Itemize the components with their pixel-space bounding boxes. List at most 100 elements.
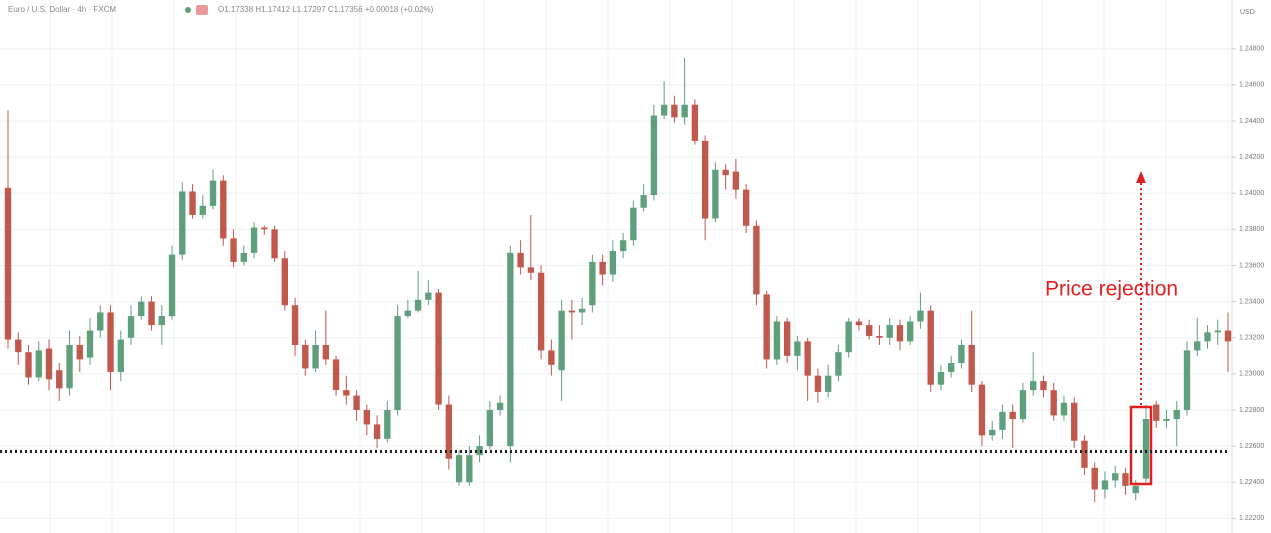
candle-body <box>548 350 555 365</box>
candle-body <box>291 305 299 345</box>
candle-body <box>876 335 883 338</box>
candle-body <box>794 341 801 356</box>
candle-body <box>1204 332 1211 342</box>
alert-icon <box>196 5 208 15</box>
candle-body <box>199 205 206 215</box>
candle-body <box>168 254 176 317</box>
candle-body <box>466 455 473 483</box>
candle-body <box>302 344 309 369</box>
candle-body <box>261 227 268 230</box>
candle-body <box>189 191 196 215</box>
candle-body <box>15 339 22 353</box>
y-tick-label: 1.23000 <box>1239 371 1264 378</box>
candle-body <box>127 316 135 338</box>
candle-body <box>989 429 996 436</box>
candle-body <box>1091 467 1098 490</box>
candle-body <box>209 180 217 206</box>
y-tick-label: 1.23400 <box>1239 298 1264 305</box>
candle-body <box>281 258 288 306</box>
candle-body <box>824 375 832 392</box>
candle-body <box>804 341 811 376</box>
y-tick-label: 1.22400 <box>1239 479 1264 486</box>
rejection-box <box>1129 405 1153 486</box>
candle-body <box>1112 473 1119 481</box>
candle-body <box>220 180 227 239</box>
currency-label: USD <box>1240 9 1255 16</box>
candle-body <box>343 390 350 396</box>
candle-body <box>1101 480 1109 490</box>
candle-body <box>363 409 371 425</box>
candle-body <box>1009 411 1016 420</box>
candle-body <box>1163 419 1170 421</box>
candle-body <box>1224 330 1232 342</box>
candle-body <box>496 402 504 410</box>
candle-body <box>107 312 114 373</box>
candle-body <box>322 344 329 360</box>
candle-body <box>332 359 340 391</box>
candle-body <box>537 272 545 351</box>
y-tick-label: 1.23600 <box>1239 262 1264 269</box>
y-tick-label: 1.23800 <box>1239 226 1264 233</box>
candle-body <box>1071 402 1078 441</box>
candle-body <box>527 267 535 273</box>
candle-body <box>865 325 873 336</box>
candle-body <box>958 344 965 364</box>
candle-body <box>722 169 729 176</box>
candle-body <box>886 325 893 338</box>
candle-body <box>763 294 770 360</box>
candle-body <box>753 225 760 295</box>
candle-body <box>435 292 442 405</box>
candle-body <box>589 261 596 306</box>
candle-body <box>1183 350 1191 410</box>
candle-body <box>445 404 453 459</box>
candle-body <box>35 350 42 378</box>
candle-body <box>978 384 986 436</box>
candle-body <box>312 344 319 369</box>
candle-body <box>732 171 740 190</box>
candle-body <box>353 395 360 410</box>
symbol-title: Euro / U.S. Dollar · 4h · FXCM <box>8 5 116 14</box>
y-tick-label: 1.24200 <box>1239 154 1264 161</box>
grid <box>0 0 1232 533</box>
candle-body <box>630 207 637 241</box>
candle-body <box>896 325 904 342</box>
candle-body <box>917 310 924 322</box>
candle-body <box>1030 381 1037 391</box>
candle-body <box>1142 419 1150 479</box>
candle-body <box>937 372 945 385</box>
y-tick-label: 1.22600 <box>1239 443 1264 450</box>
y-tick-label: 1.24600 <box>1239 82 1264 89</box>
candle-body <box>158 316 165 326</box>
candle-body <box>1060 402 1068 416</box>
candle-body <box>599 261 606 275</box>
candle-body <box>568 310 576 313</box>
candle-body <box>25 352 32 378</box>
candle-body <box>240 252 247 262</box>
candle-body <box>1132 485 1139 494</box>
candle-body <box>148 301 155 326</box>
candle-body <box>138 301 145 317</box>
candle-body <box>425 292 432 300</box>
candle-body <box>1019 390 1027 420</box>
candle-body <box>1050 390 1057 416</box>
candle-body <box>783 321 791 356</box>
candle-body <box>1081 440 1088 468</box>
y-tick-label: 1.22800 <box>1239 407 1264 414</box>
candle-body <box>271 229 278 259</box>
candle-body <box>855 321 863 326</box>
candle-body <box>76 344 83 360</box>
candle-body <box>45 348 53 380</box>
candle-body <box>230 238 237 262</box>
annotation: Price rejection <box>1045 278 1178 301</box>
y-tick-label: 1.22200 <box>1239 515 1264 522</box>
candle-body <box>476 446 483 456</box>
candle-body <box>384 409 391 439</box>
candle-body <box>619 240 627 252</box>
status-dot <box>185 7 191 13</box>
candle-body <box>948 363 955 373</box>
candle-body <box>558 310 565 371</box>
candle-body <box>56 370 63 389</box>
candle-body <box>640 195 647 208</box>
